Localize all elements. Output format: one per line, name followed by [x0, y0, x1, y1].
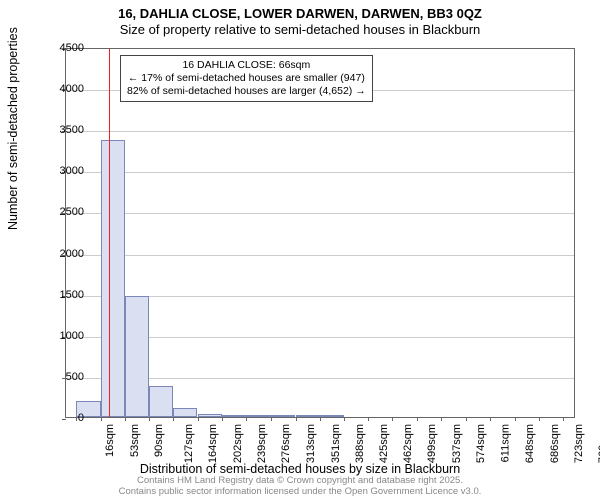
ytick-label: 1500: [44, 289, 84, 301]
xtick-mark: [417, 417, 418, 421]
ytick-label: 3000: [44, 165, 84, 177]
xtick-mark: [392, 417, 393, 421]
xtick-mark: [149, 417, 150, 421]
ytick-label: 4000: [44, 83, 84, 95]
xtick-label: 537sqm: [451, 424, 463, 463]
xtick-label: 16sqm: [104, 424, 116, 457]
histogram-bar: [271, 415, 295, 417]
xtick-label: 127sqm: [183, 424, 195, 463]
footer-line2: Contains public sector information licen…: [0, 487, 600, 498]
title-line1: 16, DAHLIA CLOSE, LOWER DARWEN, DARWEN, …: [0, 6, 600, 22]
footer: Contains HM Land Registry data © Crown c…: [0, 476, 600, 498]
ytick-label: 4500: [44, 42, 84, 54]
xtick-label: 239sqm: [256, 424, 268, 463]
histogram-bar: [296, 415, 320, 417]
histogram-bar: [222, 415, 246, 417]
xtick-label: 202sqm: [232, 424, 244, 463]
ytick-label: 0: [44, 412, 84, 424]
histogram-bar: [246, 415, 270, 417]
xtick-label: 574sqm: [475, 424, 487, 463]
gridline-h: [66, 172, 574, 173]
ytick-label: 2500: [44, 206, 84, 218]
histogram-bar: [125, 296, 149, 417]
histogram-bar: [101, 140, 125, 417]
xtick-mark: [173, 417, 174, 421]
xtick-mark: [125, 417, 126, 421]
annotation-line2: ← 17% of semi-detached houses are smalle…: [127, 72, 366, 85]
plot-wrap: 16 DAHLIA CLOSE: 66sqm← 17% of semi-deta…: [65, 48, 575, 418]
xtick-mark: [466, 417, 467, 421]
xtick-label: 164sqm: [207, 424, 219, 463]
y-axis-label: Number of semi-detached properties: [6, 27, 20, 230]
gridline-h: [66, 213, 574, 214]
title-line2: Size of property relative to semi-detach…: [0, 22, 600, 38]
plot-area: 16 DAHLIA CLOSE: 66sqm← 17% of semi-deta…: [65, 48, 575, 418]
gridline-h: [66, 131, 574, 132]
xtick-mark: [344, 417, 345, 421]
xtick-mark: [271, 417, 272, 421]
histogram-bar: [173, 408, 197, 417]
xtick-mark: [441, 417, 442, 421]
ytick-label: 500: [44, 371, 84, 383]
xtick-label: 462sqm: [402, 424, 414, 463]
xtick-label: 313sqm: [305, 424, 317, 463]
xtick-mark: [539, 417, 540, 421]
xtick-label: 425sqm: [378, 424, 390, 463]
annotation-line3: 82% of semi-detached houses are larger (…: [127, 85, 366, 98]
xtick-mark: [563, 417, 564, 421]
subject-marker-line: [109, 49, 110, 417]
x-axis-label: Distribution of semi-detached houses by …: [0, 462, 600, 476]
chart-container: 16, DAHLIA CLOSE, LOWER DARWEN, DARWEN, …: [0, 0, 600, 500]
histogram-bar: [320, 415, 344, 417]
xtick-label: 276sqm: [281, 424, 293, 463]
xtick-label: 388sqm: [354, 424, 366, 463]
histogram-bar: [198, 414, 222, 417]
xtick-mark: [320, 417, 321, 421]
xtick-mark: [101, 417, 102, 421]
xtick-mark: [246, 417, 247, 421]
xtick-label: 648sqm: [524, 424, 536, 463]
xtick-mark: [515, 417, 516, 421]
xtick-label: 351sqm: [330, 424, 342, 463]
annotation-line1: 16 DAHLIA CLOSE: 66sqm: [127, 59, 366, 72]
histogram-bar: [149, 386, 173, 417]
annotation-box: 16 DAHLIA CLOSE: 66sqm← 17% of semi-deta…: [120, 55, 373, 102]
gridline-h: [66, 255, 574, 256]
xtick-label: 53sqm: [129, 424, 141, 457]
ytick-label: 1000: [44, 330, 84, 342]
ytick-label: 2000: [44, 248, 84, 260]
xtick-label: 686sqm: [549, 424, 561, 463]
xtick-label: 611sqm: [499, 424, 511, 462]
xtick-mark: [198, 417, 199, 421]
xtick-mark: [490, 417, 491, 421]
ytick-label: 3500: [44, 124, 84, 136]
xtick-label: 499sqm: [426, 424, 438, 463]
xtick-label: 723sqm: [573, 424, 585, 463]
title-block: 16, DAHLIA CLOSE, LOWER DARWEN, DARWEN, …: [0, 0, 600, 37]
xtick-mark: [222, 417, 223, 421]
xtick-mark: [296, 417, 297, 421]
xtick-label: 90sqm: [153, 424, 165, 457]
xtick-mark: [368, 417, 369, 421]
